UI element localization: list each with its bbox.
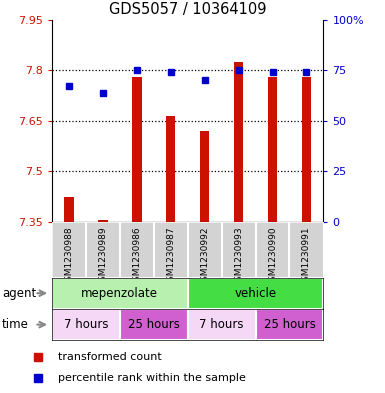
Text: percentile rank within the sample: percentile rank within the sample xyxy=(59,373,246,383)
Bar xyxy=(166,116,176,222)
Bar xyxy=(187,309,256,340)
Bar xyxy=(64,197,74,222)
Text: GSM1230987: GSM1230987 xyxy=(166,226,175,287)
Bar xyxy=(200,131,209,222)
Text: agent: agent xyxy=(2,286,36,300)
Text: GSM1230986: GSM1230986 xyxy=(132,226,141,287)
Text: vehicle: vehicle xyxy=(234,286,276,300)
Bar xyxy=(52,309,120,340)
Bar xyxy=(120,309,187,340)
Bar xyxy=(132,77,142,222)
Text: GSM1230990: GSM1230990 xyxy=(268,226,277,287)
Text: GSM1230992: GSM1230992 xyxy=(200,226,209,287)
Text: time: time xyxy=(2,318,29,331)
Text: transformed count: transformed count xyxy=(59,351,162,362)
Bar xyxy=(302,77,311,222)
Bar xyxy=(268,77,277,222)
Title: GDS5057 / 10364109: GDS5057 / 10364109 xyxy=(109,2,266,17)
Text: mepenzolate: mepenzolate xyxy=(81,286,158,300)
Text: 25 hours: 25 hours xyxy=(128,318,180,331)
Bar xyxy=(234,62,243,222)
Bar xyxy=(98,220,108,222)
Text: 25 hours: 25 hours xyxy=(264,318,315,331)
Text: 7 hours: 7 hours xyxy=(64,318,108,331)
Text: GSM1230991: GSM1230991 xyxy=(302,226,311,287)
Text: GSM1230989: GSM1230989 xyxy=(98,226,107,287)
Text: GSM1230993: GSM1230993 xyxy=(234,226,243,287)
Text: 7 hours: 7 hours xyxy=(199,318,244,331)
Bar xyxy=(256,309,323,340)
Bar xyxy=(187,278,323,309)
Bar xyxy=(52,278,187,309)
Text: GSM1230988: GSM1230988 xyxy=(64,226,74,287)
